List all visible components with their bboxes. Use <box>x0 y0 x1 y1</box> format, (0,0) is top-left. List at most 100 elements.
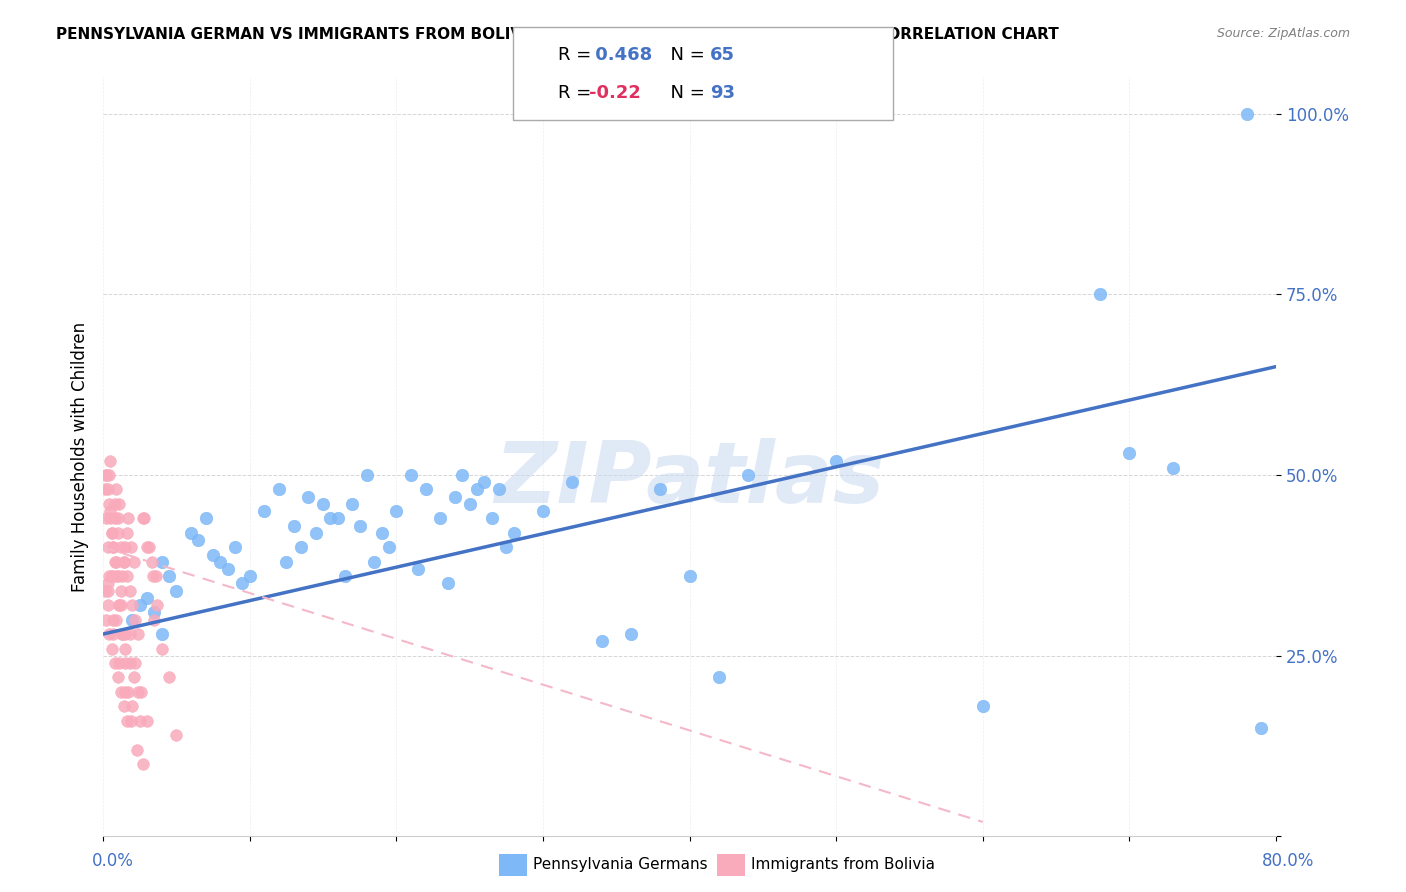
Point <box>110 583 132 598</box>
Point <box>150 555 173 569</box>
Text: PENNSYLVANIA GERMAN VS IMMIGRANTS FROM BOLIVIA FAMILY HOUSEHOLDS WITH CHILDREN C: PENNSYLVANIA GERMAN VS IMMIGRANTS FROM B… <box>56 27 1059 42</box>
Point <box>972 699 994 714</box>
Point <box>1163 460 1185 475</box>
Point <box>312 497 335 511</box>
Point <box>105 483 128 497</box>
Text: 80.0%: 80.0% <box>1263 852 1315 870</box>
Point <box>472 475 495 490</box>
Point <box>112 699 135 714</box>
Point <box>143 613 166 627</box>
Point <box>117 511 139 525</box>
Point <box>111 627 134 641</box>
Point <box>429 511 451 525</box>
Point <box>110 598 132 612</box>
Point <box>127 627 149 641</box>
Point <box>370 525 392 540</box>
Point <box>115 525 138 540</box>
Point <box>94 468 117 483</box>
Point <box>107 511 129 525</box>
Point <box>101 569 124 583</box>
Point <box>333 569 356 583</box>
Point <box>136 714 159 728</box>
Point <box>444 490 467 504</box>
Point <box>825 453 848 467</box>
Point <box>114 685 136 699</box>
Point <box>561 475 583 490</box>
Point <box>146 598 169 612</box>
Point <box>141 555 163 569</box>
Point <box>124 613 146 627</box>
Point <box>103 541 125 555</box>
Point <box>737 468 759 483</box>
Point <box>591 634 613 648</box>
Point <box>114 656 136 670</box>
Point <box>326 511 349 525</box>
Point <box>305 525 328 540</box>
Point <box>415 483 437 497</box>
Point <box>194 511 217 525</box>
Point <box>319 511 342 525</box>
Point <box>127 685 149 699</box>
Point <box>124 656 146 670</box>
Point <box>125 742 148 756</box>
Point <box>620 627 643 641</box>
Point <box>356 468 378 483</box>
Point <box>105 613 128 627</box>
Point <box>136 591 159 605</box>
Point <box>121 598 143 612</box>
Point <box>531 504 554 518</box>
Point <box>104 511 127 525</box>
Point <box>101 525 124 540</box>
Point <box>110 685 132 699</box>
Point <box>136 541 159 555</box>
Point <box>94 468 117 483</box>
Point <box>363 555 385 569</box>
Point <box>103 627 125 641</box>
Point <box>239 569 262 583</box>
Point <box>1088 287 1111 301</box>
Point <box>157 670 180 684</box>
Point <box>217 562 239 576</box>
Text: -0.22: -0.22 <box>589 84 641 102</box>
Point <box>101 641 124 656</box>
Point <box>138 541 160 555</box>
Point <box>495 541 517 555</box>
Point <box>120 541 142 555</box>
Point <box>105 555 128 569</box>
Point <box>100 511 122 525</box>
Point <box>224 541 246 555</box>
Point <box>96 583 118 598</box>
Point <box>399 468 422 483</box>
Point <box>105 569 128 583</box>
Point <box>142 569 165 583</box>
Point <box>107 670 129 684</box>
Point <box>267 483 290 497</box>
Point <box>290 541 312 555</box>
Point <box>408 562 430 576</box>
Point <box>157 569 180 583</box>
Point <box>93 483 115 497</box>
Point <box>502 525 524 540</box>
Point <box>436 576 458 591</box>
Point <box>112 555 135 569</box>
Point <box>118 656 141 670</box>
Point <box>707 670 730 684</box>
Text: N =: N = <box>659 46 711 64</box>
Point <box>96 483 118 497</box>
Point <box>143 606 166 620</box>
Point <box>150 627 173 641</box>
Point <box>385 504 408 518</box>
Point <box>107 569 129 583</box>
Point <box>114 641 136 656</box>
Point <box>108 598 131 612</box>
Point <box>112 555 135 569</box>
Point <box>297 490 319 504</box>
Point <box>481 511 503 525</box>
Point <box>488 483 510 497</box>
Point <box>231 576 253 591</box>
Text: 93: 93 <box>710 84 735 102</box>
Point <box>276 555 298 569</box>
Point <box>108 598 131 612</box>
Point <box>96 576 118 591</box>
Point <box>101 525 124 540</box>
